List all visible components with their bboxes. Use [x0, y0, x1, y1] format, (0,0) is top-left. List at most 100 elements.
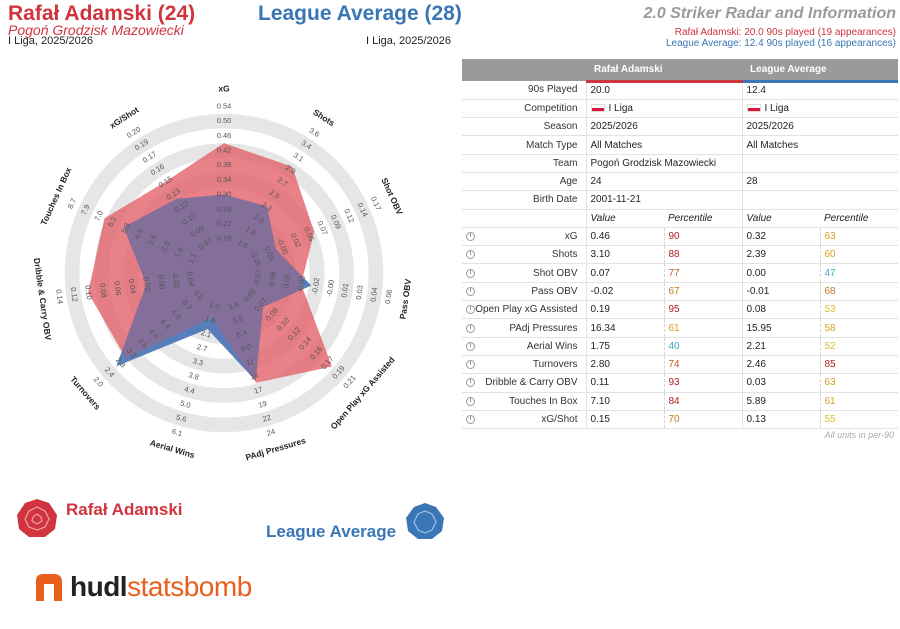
info-league-value [741, 154, 898, 173]
radar-tick-label: 0.03 [354, 285, 365, 301]
radar-axis-label: Pass OBV [398, 278, 414, 320]
radar-tick-label: 11 [245, 356, 255, 367]
radar-tick-label: 17 [253, 385, 264, 396]
stat-label-text: Dribble & Carry OBV [485, 377, 578, 389]
radar-tick-label: 5.0 [179, 398, 192, 410]
radar-tick-label: 1.9 [173, 246, 186, 259]
radar-tick-label: 7.0 [92, 209, 105, 222]
stat-row: Turnovers 2.80 74 2.46 85 [462, 355, 898, 375]
stats-table: Rafał Adamski League Average 90s Played 2… [462, 59, 898, 430]
info-row: Birth Date 2001-11-21 [462, 190, 898, 210]
stat-row: xG/Shot 0.15 70 0.13 55 [462, 410, 898, 430]
radar-tick-label: -0.04 [185, 269, 196, 287]
stat-league-percentile: 53 [819, 300, 898, 320]
radar-tick-label: -0.05 [281, 273, 292, 291]
radar-tick-label: 6.1 [171, 427, 184, 439]
stat-player-percentile: 90 [663, 227, 742, 247]
radar-tick-label: 9.0 [240, 342, 253, 354]
stat-league-percentile: 52 [819, 337, 898, 356]
statsbomb-mark-icon [36, 574, 62, 601]
stat-row: Shot OBV 0.07 77 0.00 47 [462, 263, 898, 283]
radar-ring [64, 113, 384, 433]
stat-icon [466, 323, 475, 333]
info-league-value: I Liga [741, 99, 898, 119]
stat-label: Aerial Wins [462, 337, 586, 356]
stat-icon [466, 360, 475, 370]
radar-tick-label: 3.3 [192, 356, 205, 368]
stat-label-text: Open Play xG Assisted [475, 304, 578, 316]
stat-label: Dribble & Carry OBV [462, 373, 586, 393]
table-header-player: Rafał Adamski [586, 59, 742, 83]
info-player-value: 2025/2026 [585, 117, 742, 137]
player-legend-label: Rafał Adamski [66, 500, 183, 519]
radar-tick-label: 0.42 [217, 145, 232, 154]
stat-row: Aerial Wins 1.75 40 2.21 52 [462, 337, 898, 356]
stat-league-value: 5.89 [741, 392, 820, 411]
stat-icon [466, 268, 475, 278]
info-label: Season [462, 117, 586, 137]
radar-title: 2.0 Striker Radar and Information [643, 5, 896, 22]
table-header-league: League Average [742, 59, 898, 83]
radar-tick-label: 6.4 [236, 328, 249, 340]
stat-player-value: 0.11 [585, 373, 664, 393]
stat-league-value: 0.00 [741, 263, 820, 283]
radar-tick-label: 3.6 [146, 234, 159, 247]
stat-label-text: Turnovers [532, 359, 578, 371]
radar-tick-label: 0.14 [54, 289, 65, 305]
brand-statsbomb-text: statsbomb [127, 571, 252, 602]
info-row: 90s Played 20.0 12.4 [462, 81, 898, 100]
radar-tick-label: 0.10 [83, 285, 94, 301]
info-label: Competition [462, 99, 586, 119]
radar-ring [79, 128, 369, 418]
radar-tick-label: 3.8 [187, 370, 200, 382]
stat-player-value: 0.07 [585, 263, 664, 283]
stat-row: xG 0.46 90 0.32 63 [462, 227, 898, 247]
radar-tick-label: 0.04 [127, 278, 138, 294]
stat-player-value: 2.80 [585, 355, 664, 375]
stat-icon [466, 250, 475, 260]
stat-league-value: 0.03 [741, 373, 820, 393]
table-header: Rafał Adamski League Average [462, 59, 898, 83]
league-legend-icon [406, 503, 444, 539]
stat-icon [466, 305, 475, 315]
radar-polygons [88, 143, 332, 383]
stat-label: xG/Shot [462, 410, 586, 430]
player-competition: I Liga, 2025/2026 [8, 35, 94, 47]
radar-tick-label: 0.50 [217, 116, 232, 125]
stat-label-text: PAdj Pressures [509, 322, 578, 334]
info-label: Team [462, 154, 586, 173]
poland-flag-icon [590, 103, 605, 112]
info-row: Match Type All Matches All Matches [462, 135, 898, 155]
radar-tick-label: 1.4 [227, 300, 240, 312]
units-footnote: All units in per-90 [824, 430, 894, 440]
stat-player-value: 1.75 [585, 337, 664, 356]
player-legend-icon [17, 499, 57, 537]
radar-tick-label: 2.7 [196, 342, 209, 354]
stat-league-value: 15.95 [741, 318, 820, 338]
info-player-text: All Matches [590, 139, 643, 151]
poland-flag-icon [746, 103, 761, 112]
stat-player-value: 7.10 [585, 392, 664, 411]
radar-tick-label: 2.8 [159, 240, 172, 253]
radar-tick-label: 0.06 [383, 289, 394, 305]
stat-label-text: Aerial Wins [526, 340, 578, 352]
stat-player-value: 16.34 [585, 318, 664, 338]
radar-tick-label: -0.02 [170, 271, 181, 289]
stat-icon [466, 378, 475, 388]
stat-label: Shot OBV [462, 263, 586, 283]
league-legend-label: League Average [266, 522, 397, 541]
stat-row: Dribble & Carry OBV 0.11 93 0.03 63 [462, 373, 898, 393]
subheader-blank [462, 209, 586, 228]
radar-axis-label: xG [218, 83, 230, 93]
info-player-value: All Matches [585, 135, 742, 155]
stat-label-text: xG/Shot [541, 413, 578, 425]
stat-player-percentile: 84 [663, 392, 742, 411]
info-player-value: 2001-11-21 [585, 190, 742, 210]
stat-label: Pass OBV [462, 282, 586, 302]
info-league-text: 12.4 [746, 85, 766, 97]
info-player-text: 20.0 [590, 85, 610, 97]
info-league-value: All Matches [741, 135, 898, 155]
radar-tick-label: 0.26 [217, 204, 232, 213]
brand-hudl-text: hudl [70, 571, 128, 602]
radar-tick-label: 4.5 [133, 227, 146, 240]
